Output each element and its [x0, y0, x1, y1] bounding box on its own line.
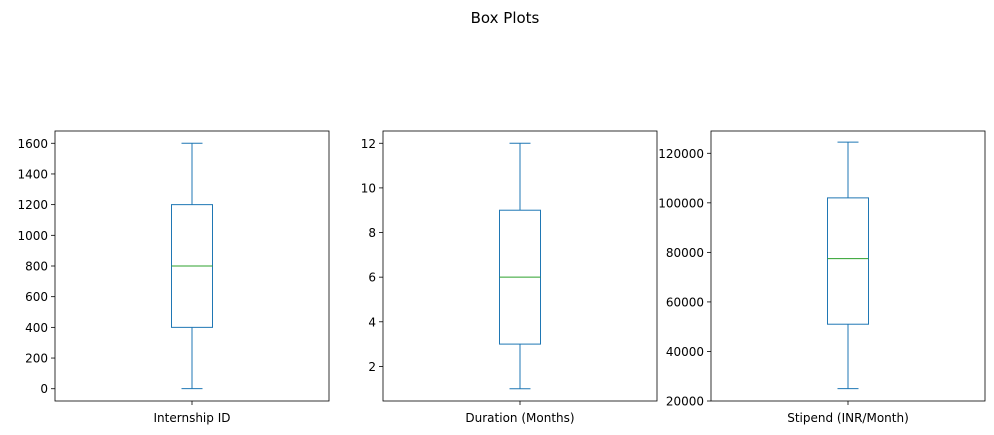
- figure-suptitle: Box Plots: [471, 9, 540, 27]
- y-tick-label: 600: [25, 290, 48, 304]
- y-tick-label: 100000: [658, 196, 704, 210]
- x-tick-label: Internship ID: [154, 411, 231, 425]
- y-tick-label: 1200: [17, 198, 48, 212]
- y-tick-label: 4: [368, 315, 376, 329]
- y-tick-label: 1000: [17, 229, 48, 243]
- y-tick-label: 8: [368, 226, 376, 240]
- y-tick-label: 20000: [666, 395, 704, 409]
- y-tick-label: 1600: [17, 137, 48, 151]
- panel-3: 20000 40000 60000 80000 100000 120000 Stipend …: [658, 130, 986, 425]
- y-tick-label: 1400: [17, 167, 48, 181]
- y-tick-label: 800: [25, 260, 48, 274]
- x-tick-label: Duration (Months): [465, 411, 574, 425]
- axes-frame: [54, 130, 330, 402]
- y-tick-label: 40000: [666, 345, 704, 359]
- y-tick-label: 10: [361, 181, 376, 195]
- y-tick-label: 0: [40, 382, 48, 396]
- y-tick-label: 2: [368, 360, 376, 374]
- y-tick-label: 6: [368, 271, 376, 285]
- iqr-box: [827, 197, 869, 325]
- y-tick-label: 60000: [666, 295, 704, 309]
- y-tick-label: 120000: [658, 147, 704, 161]
- y-tick-label: 400: [25, 321, 48, 335]
- panel-1: 0 200 400 600 800 1000 1200 1400 1600 Internship …: [17, 130, 330, 425]
- x-tick-label: Stipend (INR/Month): [787, 411, 909, 425]
- y-tick-label: 80000: [666, 246, 704, 260]
- panel-2: 2 4 6 8 10 12 Duration (Months): [361, 130, 658, 425]
- axes-frame: [710, 130, 986, 402]
- axes-frame: [382, 130, 658, 402]
- y-tick-label: 12: [361, 137, 376, 151]
- y-tick-label: 200: [25, 352, 48, 366]
